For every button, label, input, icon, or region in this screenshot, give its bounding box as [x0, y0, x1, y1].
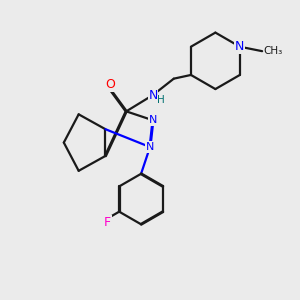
Text: N: N — [149, 115, 157, 125]
Text: O: O — [105, 78, 115, 91]
Text: N: N — [148, 88, 158, 101]
Text: N: N — [235, 40, 244, 53]
Text: N: N — [146, 142, 154, 152]
Text: H: H — [158, 95, 165, 105]
Text: F: F — [104, 216, 111, 229]
Text: CH₃: CH₃ — [264, 46, 283, 56]
